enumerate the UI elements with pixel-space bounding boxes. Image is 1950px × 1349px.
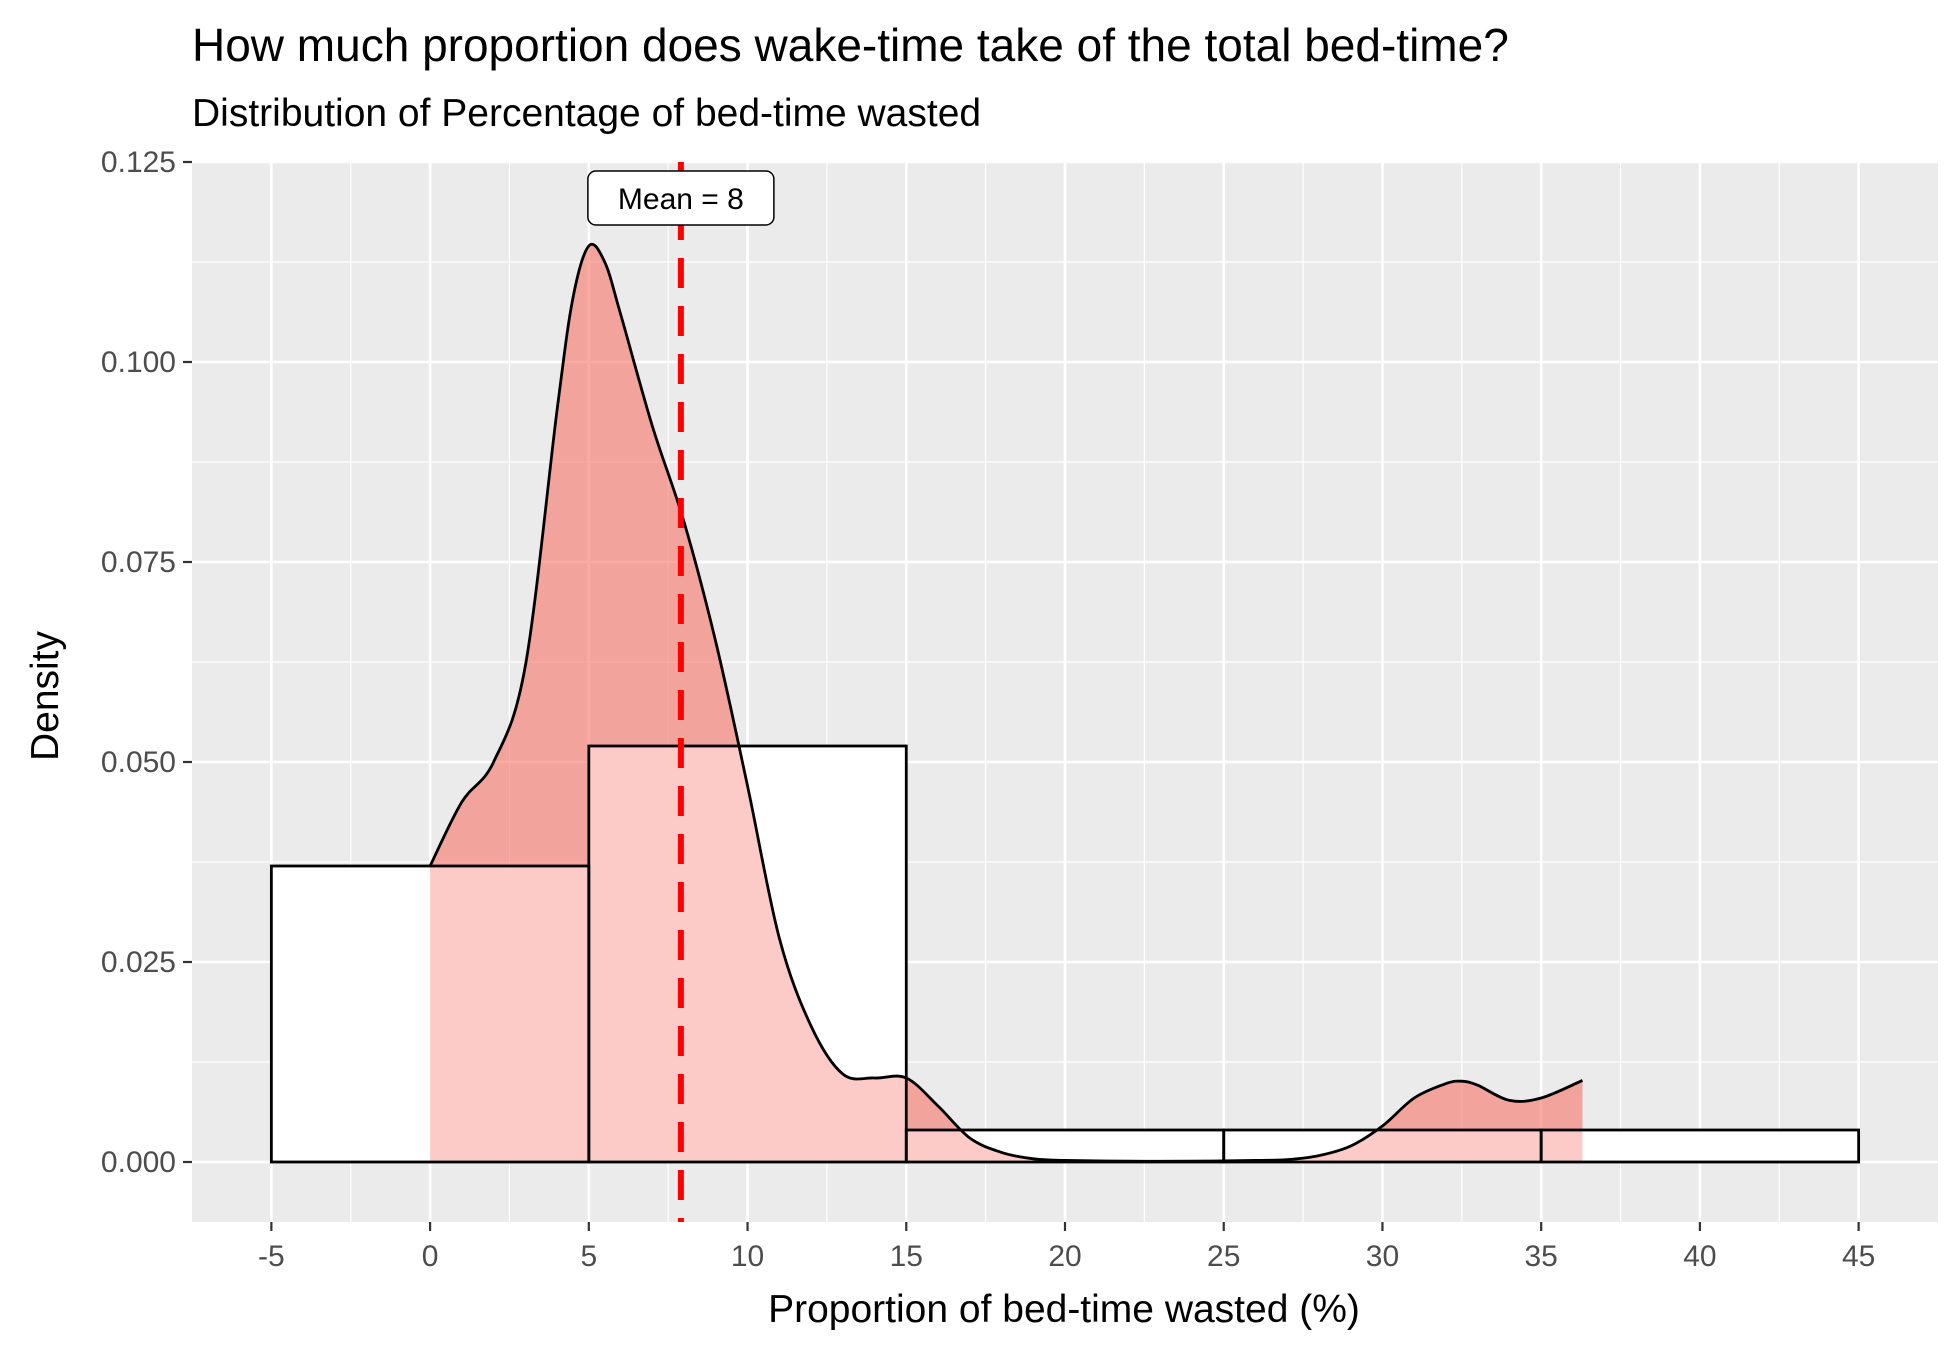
histogram-bar-fill [906,1130,1224,1162]
mean-label: Mean = 8 [618,183,744,216]
x-tick-label: 35 [1524,1240,1557,1273]
x-tick-label: 45 [1842,1240,1875,1273]
chart-title: How much proportion does wake-time take … [192,19,1509,71]
histogram-bar-fill [1541,1130,1859,1162]
mean-label-box [587,170,775,226]
x-tick-label: 5 [580,1240,597,1273]
x-tick-label: 40 [1683,1240,1716,1273]
histogram-bar [1539,1128,1861,1164]
y-tick-label: 0.075 [101,546,176,579]
y-tick-label: 0.050 [101,746,176,779]
x-tick-label: 20 [1048,1240,1081,1273]
y-tick-label: 0.000 [101,1146,176,1179]
x-axis-label: Proportion of bed-time wasted (%) [768,1288,1360,1331]
histogram-bar-fill [271,866,589,1162]
histogram-bar-fill [588,746,907,1162]
x-tick-label: 10 [731,1240,764,1273]
x-tick-label: -5 [258,1240,285,1273]
y-tick-label: 0.125 [101,146,176,179]
x-tick-label: 0 [422,1240,439,1273]
density-area-overlay [430,244,1583,1162]
y-tick-label: 0.100 [101,346,176,379]
chart-subtitle: Distribution of Percentage of bed-time w… [192,92,982,135]
x-tick-label: 30 [1366,1240,1399,1273]
histogram-bar [587,744,908,1164]
x-tick-label: 15 [890,1240,923,1273]
histogram-bar-fill [1223,1130,1542,1162]
y-tick-label: 0.025 [101,946,176,979]
density-curve [428,242,1584,1163]
x-tick-label: 25 [1207,1240,1240,1273]
